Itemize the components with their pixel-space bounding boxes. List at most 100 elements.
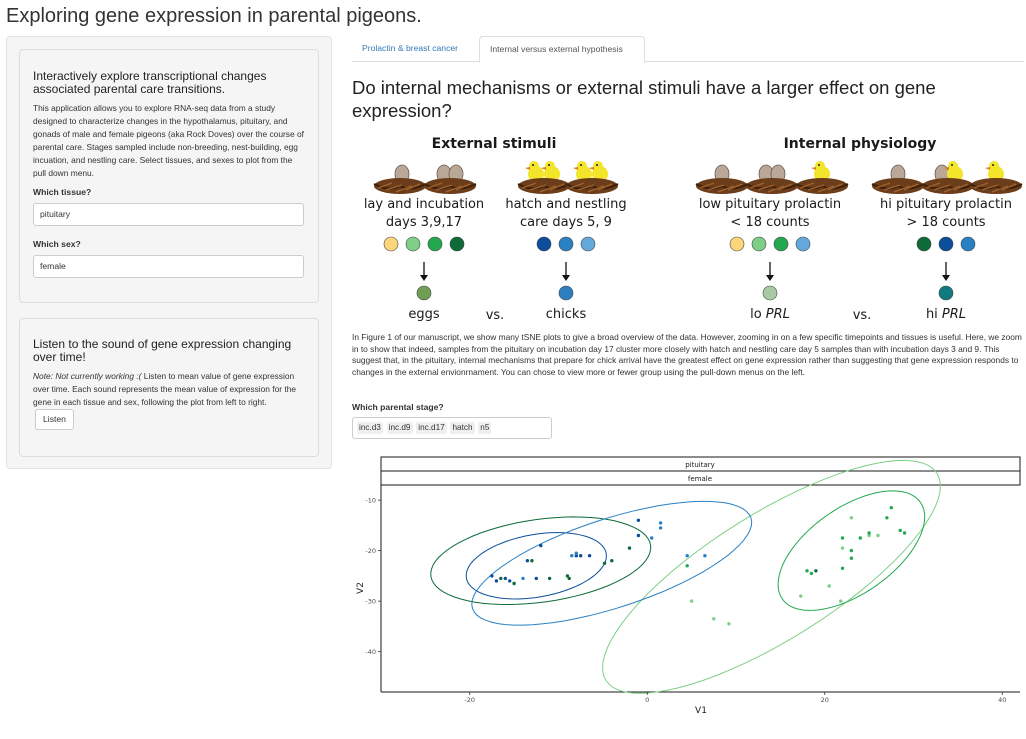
nest-illustration-lay-incubation xyxy=(373,164,477,195)
point-inc.d17 xyxy=(627,546,632,550)
point-inc.d17 xyxy=(512,581,516,586)
point-hatch xyxy=(579,554,583,558)
group-label-line1: hi pituitary prolactin xyxy=(880,197,1012,212)
point-inc.d17 xyxy=(499,576,503,581)
point-inc.d9 xyxy=(840,536,845,540)
point-n5 xyxy=(658,526,663,530)
ellipses xyxy=(430,460,941,694)
group-label-line2: > 18 counts xyxy=(906,215,985,230)
group-result-text: hi xyxy=(926,307,942,322)
ellipse-inc.d9 xyxy=(777,490,926,611)
stage-chip[interactable]: inc.d3 xyxy=(357,422,383,434)
listen-button[interactable]: Listen xyxy=(35,409,74,430)
description-text: In Figure 1 of our manuscript, we show m… xyxy=(352,332,1022,377)
point-inc.d9 xyxy=(849,556,854,560)
vs-label-external: vs. xyxy=(486,308,505,323)
stage-color-dot xyxy=(729,236,745,252)
x-tick-label: 40 xyxy=(998,696,1006,704)
facet-label-tissue: pituitary xyxy=(685,461,715,469)
group-label-line2: care days 5, 9 xyxy=(520,215,612,230)
point-inc.d3 xyxy=(689,599,694,603)
sex-field: Which sex? female xyxy=(33,239,305,278)
result-color-dot xyxy=(416,285,432,301)
point-hatch xyxy=(503,576,507,581)
point-inc.d17 xyxy=(565,574,570,578)
y-tick-label: -10 xyxy=(365,496,376,504)
group-result-text: chicks xyxy=(546,307,587,322)
ellipse-inc.d3 xyxy=(602,460,941,694)
internal-physiology-header: Internal physiology xyxy=(784,136,937,152)
stage-chip[interactable]: n5 xyxy=(478,422,492,434)
group-result-text: eggs xyxy=(408,307,440,322)
points xyxy=(490,506,907,626)
stage-color-dot xyxy=(795,236,811,252)
nest-illustration-low-prolactin xyxy=(695,161,849,195)
stage-color-dot xyxy=(449,236,465,252)
stage-chip[interactable]: inc.d17 xyxy=(416,422,447,434)
point-n5 xyxy=(574,551,578,555)
stage-color-dot xyxy=(938,236,954,252)
point-inc.d3 xyxy=(849,516,854,520)
point-inc.d9 xyxy=(685,564,689,568)
group-label-line2: < 18 counts xyxy=(730,215,809,230)
facet-label-sex: female xyxy=(688,475,712,483)
tab-internal-vs-external[interactable]: Internal versus external hypothesis xyxy=(479,36,645,63)
tab-bar: Prolactin & breast cancer Internal versu… xyxy=(352,36,1024,63)
group-result-label: chicks xyxy=(546,307,587,322)
point-hatch xyxy=(508,579,512,583)
point-inc.d9 xyxy=(898,528,902,533)
result-color-dot xyxy=(558,285,574,301)
point-inc.d3 xyxy=(839,599,843,603)
arrow-head-icon xyxy=(942,275,950,281)
group-result-label: eggs xyxy=(408,307,440,322)
stage-chip[interactable]: hatch xyxy=(450,422,475,434)
point-n5 xyxy=(570,554,574,558)
point-inc.d17 xyxy=(567,576,571,581)
stage-color-dot xyxy=(916,236,932,252)
listen-panel: Listen to the sound of gene expression c… xyxy=(19,318,319,457)
stage-color-dot xyxy=(751,236,767,252)
point-inc.d3 xyxy=(827,584,831,588)
point-inc.d17 xyxy=(530,559,534,563)
group-label-line1: hatch and nestling xyxy=(505,197,626,212)
point-inc.d9 xyxy=(902,531,907,535)
point-inc.d9 xyxy=(885,516,889,520)
stage-multiselect[interactable]: inc.d3 inc.d9 inc.d17 hatch n5 xyxy=(352,417,552,439)
x-tick-label: -20 xyxy=(464,696,475,704)
point-inc.d3 xyxy=(712,617,716,621)
listen-note: Note: Not currently working :( xyxy=(33,371,142,381)
x-axis-label: V1 xyxy=(695,706,707,716)
vs-label-internal: vs. xyxy=(853,308,872,323)
y-tick-label: -20 xyxy=(365,547,376,555)
arrow-head-icon xyxy=(562,275,570,281)
listen-heading: Listen to the sound of gene expression c… xyxy=(33,337,292,364)
sex-select[interactable]: female xyxy=(33,255,304,278)
hypothesis-figure: External stimuli Internal physiology lay… xyxy=(364,136,1023,323)
result-color-dot xyxy=(938,285,954,301)
point-hatch xyxy=(525,559,530,563)
facet-strip-sex xyxy=(380,470,1021,486)
stage-color-dot xyxy=(427,236,443,252)
tissue-select[interactable]: pituitary xyxy=(33,203,304,226)
stage-chip[interactable]: inc.d9 xyxy=(386,422,413,434)
point-n5 xyxy=(521,576,525,581)
x-tick-label: 20 xyxy=(821,696,829,704)
listen-description: Note: Not currently working :( Listen to… xyxy=(33,370,305,430)
page-title: Do internal mechanisms or external stimu… xyxy=(352,77,936,121)
tab-prolactin-breast-cancer[interactable]: Prolactin & breast cancer xyxy=(362,43,459,53)
sex-label: Which sex? xyxy=(33,239,81,249)
sidebar: Interactively explore transcriptional ch… xyxy=(6,36,332,469)
stage-color-dot xyxy=(960,236,976,252)
sex-select-value: female xyxy=(40,261,66,271)
point-inc.d17 xyxy=(547,576,552,581)
ellipse-n5 xyxy=(471,500,753,626)
stage-label: Which parental stage? xyxy=(352,402,444,412)
nest-illustration-hatch-nestling xyxy=(517,161,619,195)
point-n5 xyxy=(685,554,689,558)
point-hatch xyxy=(539,543,543,548)
x-tick-label: 0 xyxy=(645,696,649,704)
point-inc.d9 xyxy=(849,548,854,553)
point-inc.d9 xyxy=(867,531,871,535)
point-n5 xyxy=(658,521,663,525)
y-tick-label: -40 xyxy=(365,648,376,656)
